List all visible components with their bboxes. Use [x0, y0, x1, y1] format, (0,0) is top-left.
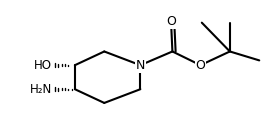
Text: O: O	[195, 59, 205, 72]
Text: O: O	[166, 15, 176, 28]
Text: N: N	[136, 59, 145, 72]
Text: HO: HO	[34, 59, 52, 72]
Text: H₂N: H₂N	[30, 83, 52, 96]
